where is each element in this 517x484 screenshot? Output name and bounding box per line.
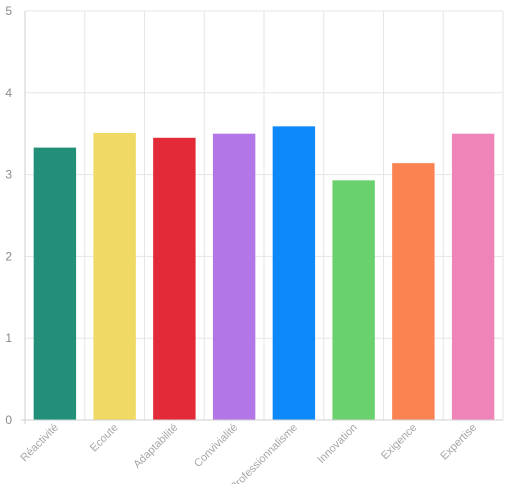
chart-axes <box>21 11 503 424</box>
y-tick-label: 4 <box>5 86 12 100</box>
x-tick-label: Réactivité <box>18 422 61 465</box>
bar <box>93 132 136 420</box>
x-tick-label: Adaptabilité <box>131 422 180 471</box>
bar <box>392 163 435 420</box>
x-axis-ticks: Réactivité Ecoute Adaptabilité Convivialité… <box>18 422 479 484</box>
y-tick-label: 5 <box>5 4 12 18</box>
y-axis-ticks: 0 1 2 3 4 5 <box>5 4 12 427</box>
y-tick-label: 2 <box>5 249 12 263</box>
y-tick-label: 0 <box>5 413 12 427</box>
bar <box>212 133 256 420</box>
bar <box>272 126 316 420</box>
x-tick-label: Ecoute <box>88 422 121 455</box>
x-tick-label: Expertise <box>438 422 479 463</box>
chart-bars <box>33 126 495 421</box>
y-tick-label: 3 <box>5 168 12 182</box>
x-tick-label: Innovation <box>315 422 359 466</box>
x-tick-label: Exigence <box>379 422 419 462</box>
x-tick-label: Convivialité <box>192 422 240 470</box>
bar <box>153 137 196 421</box>
bar <box>332 180 375 420</box>
bar <box>33 147 77 420</box>
y-tick-label: 1 <box>5 331 12 345</box>
bar <box>451 133 495 420</box>
